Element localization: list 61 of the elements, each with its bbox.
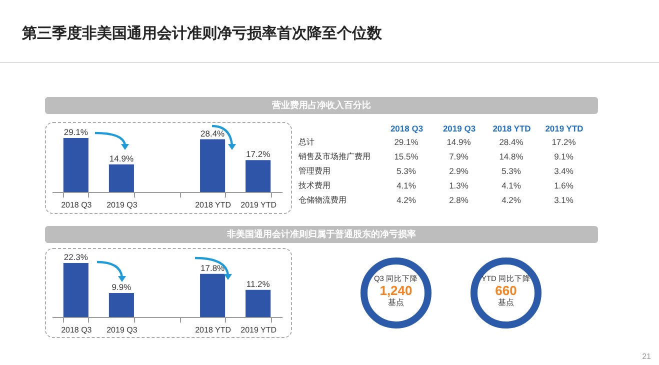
data-label: 28.4% xyxy=(499,137,524,148)
text: 2019 YTD xyxy=(545,124,584,134)
text: 基点 xyxy=(497,297,515,309)
data-label: 4.1% xyxy=(502,180,522,190)
data-label: 4.2% xyxy=(502,194,522,205)
data-label: 5.3% xyxy=(396,166,416,176)
x-tick-label: 2018 Q3 xyxy=(61,326,92,334)
x-tick-label: 2018 YTD xyxy=(195,200,232,210)
x-tick-label: 2018 Q3 xyxy=(61,200,92,210)
text: 非美国通用会计准则归属于普通股东的净亏损率 xyxy=(45,226,598,243)
data-label: 3.4% xyxy=(554,166,574,176)
data-label: 11.2% xyxy=(246,278,270,289)
data-label: 1.6% xyxy=(554,180,574,190)
bar xyxy=(200,274,226,317)
bar xyxy=(63,138,88,192)
text: 营业费用占净收入百分比 xyxy=(45,97,598,114)
data-label: 28.4% xyxy=(200,128,226,138)
text: 第三季度非美国通用会计准则净亏损率首次降至个位数 xyxy=(22,24,382,43)
text: 2018 YTD xyxy=(492,124,531,134)
text: 2019 Q3 xyxy=(442,124,476,134)
data-label: 22.3% xyxy=(64,252,88,262)
data-label: 4.2% xyxy=(396,194,416,205)
text: 21 xyxy=(642,352,651,361)
bar xyxy=(246,290,271,317)
category-label: 技术费用 xyxy=(298,180,330,190)
data-label: 17.2% xyxy=(552,137,576,148)
x-tick-label: 2019 YTD xyxy=(240,200,277,210)
x-tick-label: 2019 Q3 xyxy=(106,200,138,210)
category-label: 总计 xyxy=(298,138,314,147)
data-label: 1.3% xyxy=(449,180,469,190)
bar xyxy=(246,160,271,192)
x-tick-label: 2018 YTD xyxy=(195,326,232,334)
data-label: 14.9% xyxy=(109,153,134,164)
data-label: 3.1% xyxy=(554,194,574,205)
category-label: 销售及市场推广费用 xyxy=(298,152,370,162)
data-label: 7.9% xyxy=(449,152,469,162)
data-label: 5.3% xyxy=(502,166,522,176)
data-label: 14.9% xyxy=(446,137,472,148)
data-label: 29.1% xyxy=(394,137,419,148)
bar xyxy=(108,164,134,192)
data-label: 29.1% xyxy=(64,127,88,137)
x-tick-label: 2019 YTD xyxy=(240,326,277,334)
text: 2018 Q3 xyxy=(390,124,424,134)
data-label: 17.2% xyxy=(246,149,271,160)
data-label: 9.9% xyxy=(112,282,132,292)
bar xyxy=(108,293,134,317)
data-label: 15.5% xyxy=(394,152,419,162)
bar xyxy=(63,263,88,317)
category-label: 仓储物流费用 xyxy=(298,195,346,204)
category-label: 管理费用 xyxy=(298,166,330,176)
text: 660 xyxy=(494,283,518,298)
text: 1,240 xyxy=(378,283,414,298)
x-tick-label: 2019 Q3 xyxy=(106,326,138,334)
data-label: 17.8% xyxy=(200,262,226,273)
data-label: 2.9% xyxy=(449,166,469,176)
data-label: 4.1% xyxy=(396,180,416,190)
text: 基点 xyxy=(388,298,404,309)
data-label: 2.8% xyxy=(449,194,469,205)
data-label: 14.8% xyxy=(499,152,524,162)
bar xyxy=(200,139,226,192)
data-label: 9.1% xyxy=(554,152,574,162)
